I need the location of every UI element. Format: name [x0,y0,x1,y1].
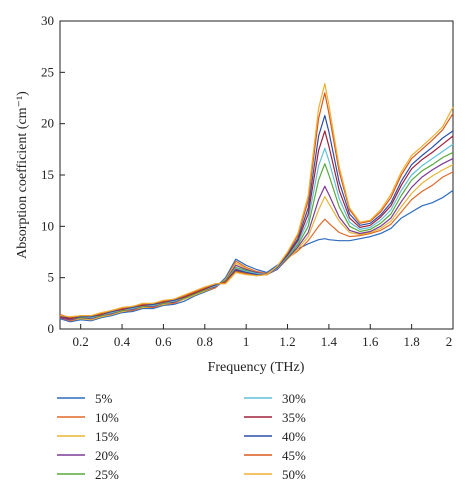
x-tick-label: 1.2 [279,334,295,349]
x-tick-label: 1.8 [404,334,420,349]
legend-label: 50% [282,467,306,482]
legend-label: 20% [95,448,119,463]
y-axis: 0 5 10 15 20 25 30 [41,13,65,336]
y-tick-label: 25 [41,64,54,79]
legend-label: 10% [95,410,119,425]
y-tick-label: 20 [41,116,54,131]
plot-frame [59,20,454,330]
x-tick-label: 0.2 [73,334,89,349]
x-tick-label: 0.8 [197,334,213,349]
x-tick-label: 1.4 [321,334,338,349]
legend-label: 45% [282,448,306,463]
x-axis: 0.2 0.4 0.6 0.8 1 1.2 1.4 1.6 1.8 2 [73,324,454,349]
x-tick-label: 0.4 [114,334,131,349]
legend-label: 35% [282,410,306,425]
y-tick-label: 0 [48,321,55,336]
series-line-4 [59,151,454,320]
x-tick-label: 2 [446,334,453,349]
legend-label: 15% [95,429,119,444]
y-tick-label: 15 [41,167,54,182]
x-tick-label: 0.6 [155,334,172,349]
legend-label: 30% [282,391,306,406]
x-tick-label: 1 [243,334,250,349]
series-line-9 [59,82,454,318]
x-axis-title: Frequency (THz) [208,360,305,375]
y-tick-label: 30 [41,13,54,28]
y-tick-label: 10 [41,218,54,233]
y-tick-label: 5 [48,270,55,285]
series-line-0 [59,189,454,323]
series-line-5 [59,143,454,320]
legend: 5% 10% 15% 20% 25% 30% 35% 40% 45% 50% [57,391,306,482]
legend-label: 25% [95,467,119,482]
series-line-8 [59,92,454,319]
series-layer [59,82,454,323]
series-line-3 [59,158,454,321]
y-axis-title: Absorption coefficient (cm⁻¹) [15,91,30,259]
series-line-1 [59,171,454,322]
legend-label: 40% [282,429,306,444]
x-tick-label: 1.6 [362,334,379,349]
legend-label: 5% [95,391,113,406]
